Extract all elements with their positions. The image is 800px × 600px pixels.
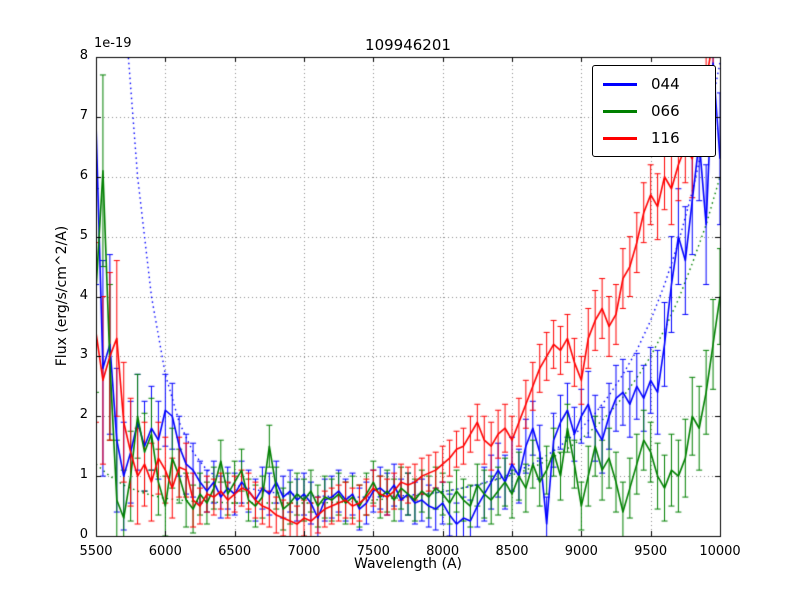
x-tick-label: 9000 — [564, 544, 598, 559]
x-tick-label: 6000 — [148, 544, 182, 559]
legend-line-swatch-044 — [603, 82, 637, 86]
legend: 044 066 116 — [592, 65, 716, 157]
plot-title: 109946201 — [365, 36, 451, 54]
x-tick-label: 8000 — [426, 544, 460, 559]
x-tick-label: 9500 — [634, 544, 668, 559]
x-tick-label: 7000 — [287, 544, 321, 559]
legend-label-116: 116 — [651, 129, 680, 147]
legend-line-swatch-116 — [603, 136, 637, 140]
y-tick-label: 7 — [79, 107, 88, 123]
x-tick-label: 10000 — [699, 544, 741, 559]
y-tick-label: 0 — [79, 527, 88, 542]
x-tick-label: 7500 — [356, 544, 390, 559]
x-tick-label: 8500 — [495, 544, 529, 559]
y-axis-offset-label: 1e-19 — [94, 36, 132, 51]
legend-label-044: 044 — [651, 75, 680, 93]
legend-item-116: 116 — [603, 129, 707, 147]
legend-label-066: 066 — [651, 102, 680, 120]
x-tick-label: 5500 — [79, 544, 113, 559]
x-tick-label: 6500 — [218, 544, 252, 559]
legend-line-swatch-066 — [603, 109, 637, 113]
y-tick-label: 4 — [79, 287, 88, 303]
y-tick-label: 2 — [79, 407, 88, 423]
y-tick-label: 6 — [79, 167, 88, 183]
y-tick-label: 8 — [79, 48, 88, 63]
y-tick-label: 3 — [79, 347, 88, 363]
legend-item-066: 066 — [603, 102, 707, 120]
x-axis-label: Wavelength (A) — [353, 556, 463, 572]
y-tick-label: 1 — [79, 467, 88, 483]
legend-item-044: 044 — [603, 75, 707, 93]
y-tick-label: 5 — [79, 227, 88, 243]
